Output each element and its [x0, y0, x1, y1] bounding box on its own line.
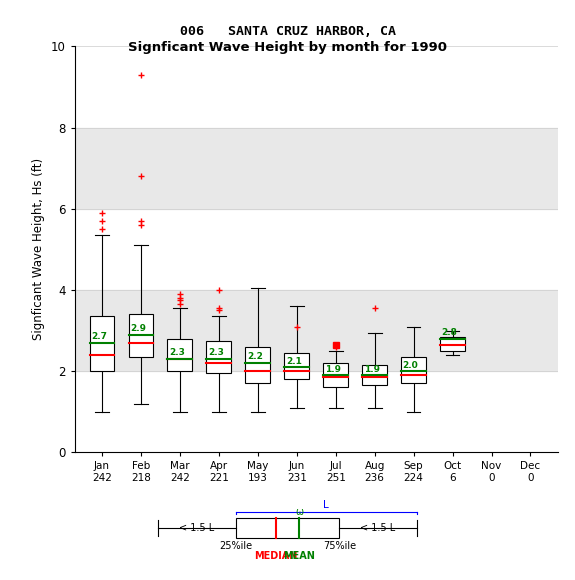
Bar — [75, 290, 558, 371]
Text: 006   SANTA CRUZ HARBOR, CA: 006 SANTA CRUZ HARBOR, CA — [179, 26, 396, 38]
Text: 2.8: 2.8 — [442, 328, 458, 337]
Text: 2.0: 2.0 — [402, 361, 419, 369]
Bar — [206, 341, 231, 374]
Text: 2.1: 2.1 — [286, 357, 302, 365]
Text: L: L — [323, 500, 329, 510]
Bar — [362, 365, 387, 386]
Text: 2.2: 2.2 — [247, 353, 263, 361]
Bar — [246, 347, 270, 383]
Text: 2.9: 2.9 — [130, 324, 146, 333]
Text: ω: ω — [295, 507, 303, 517]
Bar — [284, 353, 309, 379]
Bar — [75, 128, 558, 209]
Bar — [90, 317, 114, 371]
Text: MEAN: MEAN — [283, 551, 315, 561]
Text: 1.9: 1.9 — [325, 365, 341, 374]
Text: 2.3: 2.3 — [169, 349, 185, 357]
Bar — [128, 314, 154, 357]
Text: 25%ile: 25%ile — [219, 541, 252, 551]
Text: MEDIAN: MEDIAN — [254, 551, 298, 561]
Bar — [401, 357, 426, 383]
Bar — [440, 336, 465, 351]
Text: 75%ile: 75%ile — [323, 541, 356, 551]
Text: < 1.5 L: < 1.5 L — [179, 523, 214, 533]
Text: Signficant Wave Height by month for 1990: Signficant Wave Height by month for 1990 — [128, 41, 447, 54]
Bar — [323, 363, 348, 387]
Text: < 1.5 L: < 1.5 L — [361, 523, 396, 533]
Bar — [167, 339, 193, 371]
Text: 2.7: 2.7 — [91, 332, 107, 341]
Text: 1.9: 1.9 — [364, 365, 380, 374]
Bar — [236, 517, 339, 538]
Y-axis label: Signficant Wave Height, Hs (ft): Signficant Wave Height, Hs (ft) — [32, 158, 45, 340]
Text: 2.3: 2.3 — [208, 349, 224, 357]
